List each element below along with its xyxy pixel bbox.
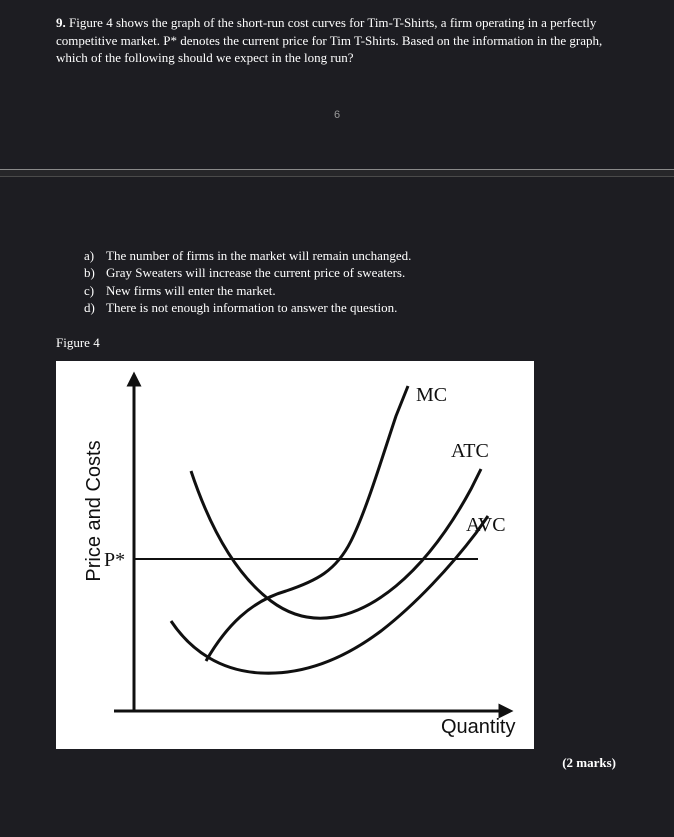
option-text: Gray Sweaters will increase the current …: [106, 264, 405, 282]
svg-text:Price and Costs: Price and Costs: [83, 440, 105, 581]
figure-4-chart: Price and Costs Quantity P* MC ATC AVC: [56, 361, 534, 749]
option-letter: d): [84, 299, 106, 317]
option-a: a) The number of firms in the market wil…: [84, 247, 618, 265]
svg-text:ATC: ATC: [451, 440, 489, 462]
svg-text:AVC: AVC: [466, 514, 506, 536]
svg-text:Quantity: Quantity: [441, 716, 515, 738]
figure-label: Figure 4: [56, 335, 618, 351]
svg-text:P*: P*: [104, 549, 125, 571]
svg-text:MC: MC: [416, 384, 447, 406]
option-text: New firms will enter the market.: [106, 282, 276, 300]
question-stem: 9. Figure 4 shows the graph of the short…: [56, 14, 618, 67]
option-letter: c): [84, 282, 106, 300]
option-d: d) There is not enough information to an…: [84, 299, 618, 317]
page-number: 6: [56, 109, 618, 121]
answer-options: a) The number of firms in the market wil…: [84, 247, 618, 317]
question-number: 9.: [56, 15, 66, 30]
option-text: The number of firms in the market will r…: [106, 247, 411, 265]
question-body: Figure 4 shows the graph of the short-ru…: [56, 15, 602, 65]
option-letter: b): [84, 264, 106, 282]
option-letter: a): [84, 247, 106, 265]
cost-curves-chart: Price and Costs Quantity P* MC ATC AVC: [56, 361, 534, 749]
marks-label: (2 marks): [56, 755, 616, 771]
page-divider: [0, 169, 674, 177]
option-c: c) New firms will enter the market.: [84, 282, 618, 300]
option-b: b) Gray Sweaters will increase the curre…: [84, 264, 618, 282]
option-text: There is not enough information to answe…: [106, 299, 397, 317]
